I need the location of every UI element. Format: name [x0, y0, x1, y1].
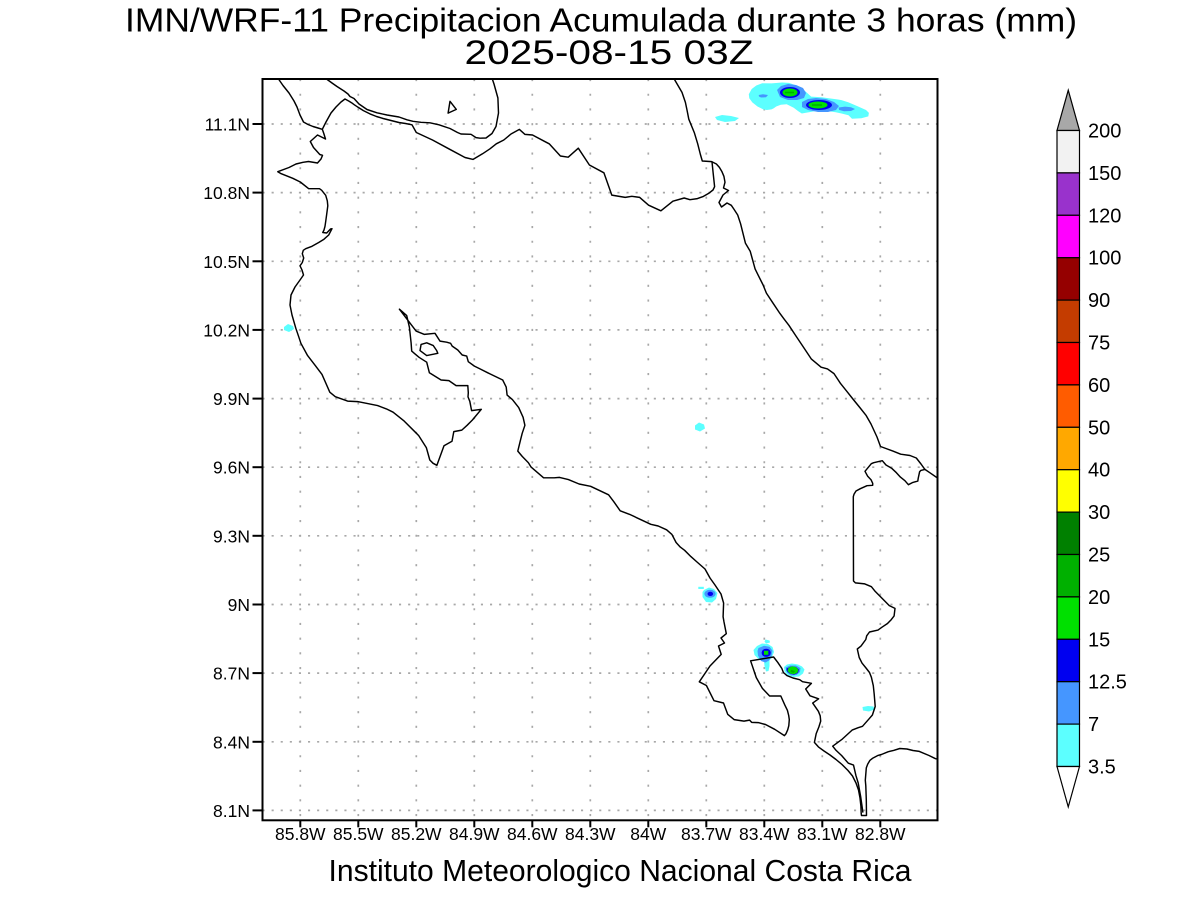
- svg-text:10.2N: 10.2N: [203, 320, 250, 340]
- svg-text:85.8W: 85.8W: [275, 824, 326, 844]
- svg-text:84W: 84W: [630, 824, 666, 844]
- svg-text:3.5: 3.5: [1088, 757, 1116, 779]
- svg-text:30: 30: [1088, 502, 1110, 524]
- svg-text:12.5: 12.5: [1088, 672, 1127, 694]
- svg-text:83.7W: 83.7W: [681, 824, 732, 844]
- svg-text:8.4N: 8.4N: [213, 732, 250, 752]
- svg-text:82.8W: 82.8W: [855, 824, 906, 844]
- svg-text:Instituto Meteorologico Nacion: Instituto Meteorologico Nacional Costa R…: [329, 853, 913, 888]
- svg-text:7: 7: [1088, 714, 1099, 736]
- svg-text:200: 200: [1088, 121, 1121, 143]
- svg-text:9.3N: 9.3N: [213, 526, 250, 546]
- svg-text:50: 50: [1088, 417, 1110, 439]
- svg-text:83.4W: 83.4W: [739, 824, 790, 844]
- svg-text:2025-08-15 03Z: 2025-08-15 03Z: [465, 34, 754, 72]
- svg-text:84.9W: 84.9W: [449, 824, 500, 844]
- svg-text:150: 150: [1088, 163, 1121, 185]
- svg-text:84.3W: 84.3W: [565, 824, 616, 844]
- svg-text:60: 60: [1088, 375, 1110, 397]
- svg-text:90: 90: [1088, 290, 1110, 312]
- svg-text:120: 120: [1088, 205, 1121, 227]
- svg-text:9N: 9N: [228, 595, 250, 615]
- svg-text:15: 15: [1088, 629, 1110, 651]
- svg-text:8.7N: 8.7N: [213, 664, 250, 684]
- svg-text:10.8N: 10.8N: [203, 183, 250, 203]
- svg-text:85.2W: 85.2W: [391, 824, 442, 844]
- svg-text:8.1N: 8.1N: [213, 801, 250, 821]
- svg-text:83.1W: 83.1W: [797, 824, 848, 844]
- svg-text:9.6N: 9.6N: [213, 458, 250, 478]
- svg-text:11.1N: 11.1N: [205, 115, 250, 135]
- svg-text:25: 25: [1088, 545, 1110, 567]
- svg-text:IMN/WRF-11 Precipitacion Acumu: IMN/WRF-11 Precipitacion Acumulada duran…: [125, 2, 1077, 39]
- svg-text:20: 20: [1088, 587, 1110, 609]
- svg-text:85.5W: 85.5W: [333, 824, 384, 844]
- svg-text:40: 40: [1088, 460, 1110, 482]
- svg-text:10.5N: 10.5N: [203, 252, 250, 272]
- svg-text:9.9N: 9.9N: [213, 389, 250, 409]
- svg-text:84.6W: 84.6W: [507, 824, 558, 844]
- svg-text:100: 100: [1088, 248, 1121, 270]
- svg-text:75: 75: [1088, 333, 1110, 355]
